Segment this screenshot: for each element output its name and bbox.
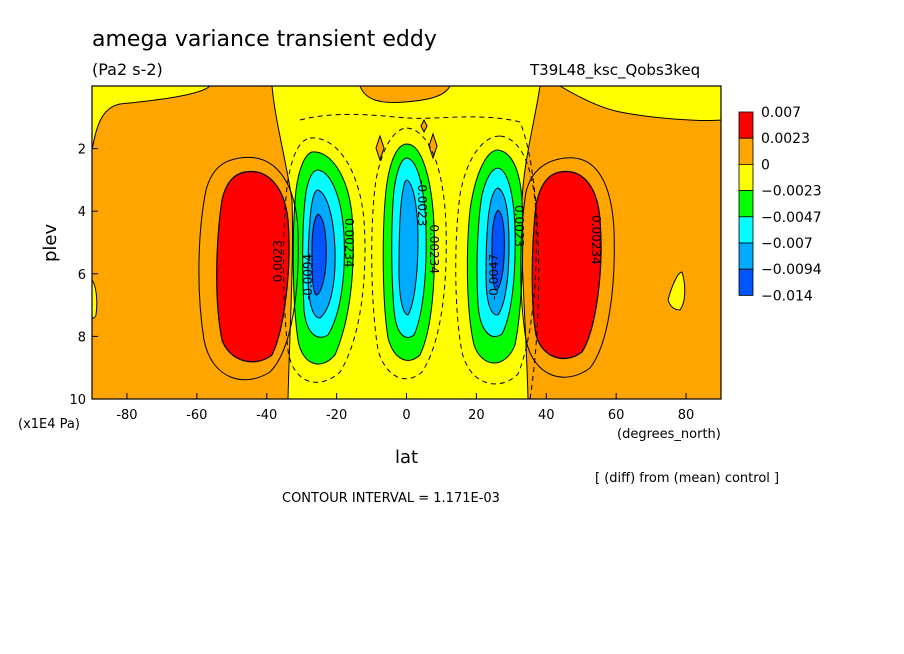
fill-yellow-topright [559, 86, 721, 122]
contour-interval-label: CONTOUR INTERVAL = 1.171E-03 [282, 491, 500, 506]
x-tick-label: -60 [186, 408, 207, 423]
contour-label: -0.0023 [415, 180, 429, 226]
fill-orange-top [359, 86, 451, 103]
contour-label: 0.00234 [589, 215, 603, 265]
y-units-label: (x1E4 Pa) [18, 417, 80, 432]
legend-swatch [738, 242, 754, 270]
legend-level-label: −0.0094 [761, 262, 822, 278]
x-tick-label: 40 [538, 408, 555, 423]
contour-neg-right-dashed [455, 135, 537, 385]
legend-swatch [738, 111, 754, 139]
contour-pos-left-outer [198, 156, 299, 381]
fill-red-right [531, 171, 602, 360]
x-tick-label: 0 [402, 408, 410, 423]
x-axis-label: lat [395, 447, 418, 468]
plot-area: 0.0023 0.00234 -0.0023 -0.00234 -0.0094 … [91, 85, 722, 400]
fill-lightblue-center [398, 179, 419, 316]
contour-label: 0.00234 [342, 218, 356, 268]
x-tick-label: -80 [116, 408, 137, 423]
fill-red-left [216, 170, 290, 363]
y-axis-label: plev [40, 223, 61, 262]
legend-level-label: 0 [761, 157, 770, 173]
contour-label: -0.0047 [487, 254, 501, 300]
legend-swatch [738, 163, 754, 191]
legend-level-label: −0.0023 [761, 184, 822, 200]
legend-swatch [738, 216, 754, 244]
contour-label: -0.00234 [427, 220, 441, 274]
fill-blue-left [311, 213, 327, 296]
legend-level-label: −0.0047 [761, 210, 822, 226]
y-tick-label: 8 [78, 330, 86, 345]
contour-label: -0.0094 [301, 254, 315, 300]
y-tick-label: 6 [78, 268, 86, 283]
legend-level-label: 0.0023 [761, 131, 810, 147]
contour-neg-wide-dashed [299, 113, 540, 399]
fill-diamond-2 [428, 132, 438, 160]
x-tick-label: -20 [326, 408, 347, 423]
legend-level-label: −0.014 [761, 288, 813, 304]
y-tick-label: 10 [69, 393, 86, 408]
x-tick-label: 20 [468, 408, 485, 423]
x-tick-label: -40 [256, 408, 277, 423]
contour-neg-left-dashed [283, 137, 366, 383]
x-axis: -80 -60 -40 -20 0 20 40 60 80 [116, 393, 694, 423]
contour-pos-right-outer [520, 157, 615, 378]
x-units-label: (degrees_north) [617, 427, 721, 442]
legend-level-label: 0.007 [761, 105, 801, 121]
fill-diamond-1 [375, 134, 385, 162]
y-tick-label: 4 [78, 205, 86, 220]
y-tick-label: 2 [78, 143, 86, 158]
legend-swatch [738, 268, 754, 296]
legend-level-label: −0.007 [761, 236, 813, 252]
color-legend: 0.007 0.0023 0 −0.0023 −0.0047 −0.007 −0.0094 −… [738, 105, 822, 304]
fill-yellow-small-right [667, 271, 686, 311]
contour-label: 0.0023 [512, 205, 526, 247]
fill-diamond-3 [420, 118, 428, 134]
contour-label: 0.0023 [271, 240, 285, 282]
legend-swatch [738, 190, 754, 218]
legend-swatch [738, 137, 754, 165]
contour-fills: 0.0023 0.00234 -0.0023 -0.00234 -0.0094 … [92, 86, 721, 399]
fill-blue-right [491, 209, 505, 291]
x-tick-label: 80 [678, 408, 695, 423]
y-axis: 2 4 6 8 10 [69, 143, 98, 408]
x-tick-label: 60 [608, 408, 625, 423]
fill-yellow-topleft [92, 86, 211, 151]
note-label: [ (diff) from (mean) control ] [595, 471, 779, 486]
run-id-label: T39L48_ksc_Qobs3keq [529, 61, 700, 80]
chart-title: amega variance transient eddy [92, 27, 437, 52]
units-label: (Pa2 s-2) [92, 60, 163, 79]
